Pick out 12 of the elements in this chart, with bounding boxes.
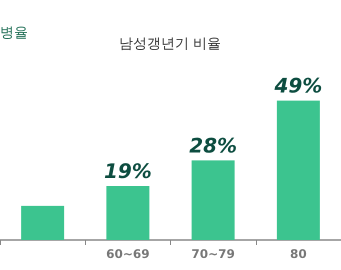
bar bbox=[192, 160, 235, 240]
data-label: 49% bbox=[273, 74, 322, 98]
chart-title: 남성갱년기 비율 bbox=[118, 36, 222, 52]
bar bbox=[276, 100, 320, 240]
data-label: 19% bbox=[104, 158, 152, 183]
bar bbox=[106, 186, 150, 240]
x-tick-label: 70~79 bbox=[191, 247, 235, 261]
text: 병율 bbox=[0, 24, 28, 42]
x-tick-label: 80 bbox=[290, 247, 307, 261]
data-label: 28% bbox=[189, 133, 238, 158]
x-tick-label: 60~69 bbox=[106, 247, 150, 261]
bar bbox=[21, 206, 64, 240]
